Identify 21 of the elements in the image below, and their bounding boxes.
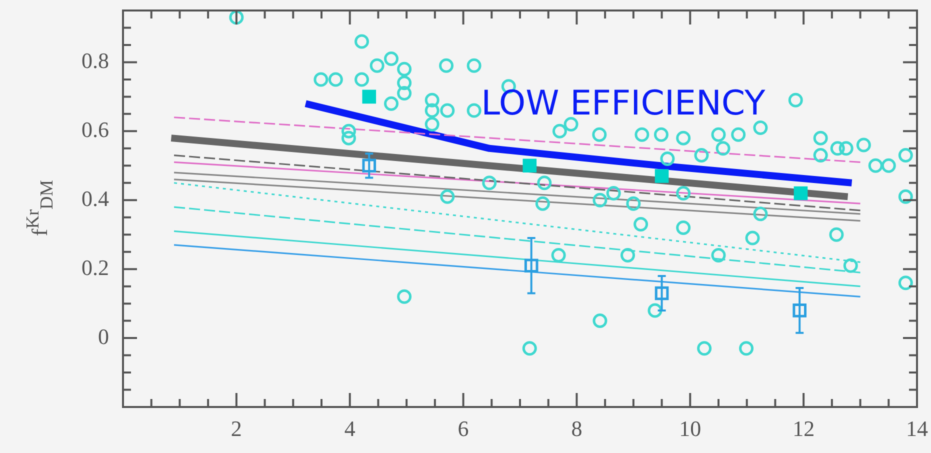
annotation: LOW EFFICIENCY xyxy=(481,83,766,124)
point xyxy=(654,169,669,183)
y-tick-label: 0.4 xyxy=(82,186,109,211)
y-tick-label: 0 xyxy=(98,324,109,349)
x-tick-label: 10 xyxy=(679,416,702,441)
x-tick-label: 4 xyxy=(344,416,356,441)
point xyxy=(524,258,538,273)
point xyxy=(792,304,807,318)
point xyxy=(654,286,669,300)
x-tick-label: 14 xyxy=(906,416,928,441)
point xyxy=(362,90,376,104)
x-tick-label: 2 xyxy=(230,416,242,441)
y-tick-label: 0.2 xyxy=(82,254,109,280)
point xyxy=(794,186,808,200)
x-tick-label: 6 xyxy=(458,416,469,441)
y-tick-label: 0.8 xyxy=(82,48,109,73)
x-tick-label: 12 xyxy=(792,416,815,441)
x-tick-label: 8 xyxy=(571,416,582,441)
point xyxy=(522,158,537,173)
point xyxy=(362,158,376,173)
y-tick-label: 0.6 xyxy=(82,116,109,142)
